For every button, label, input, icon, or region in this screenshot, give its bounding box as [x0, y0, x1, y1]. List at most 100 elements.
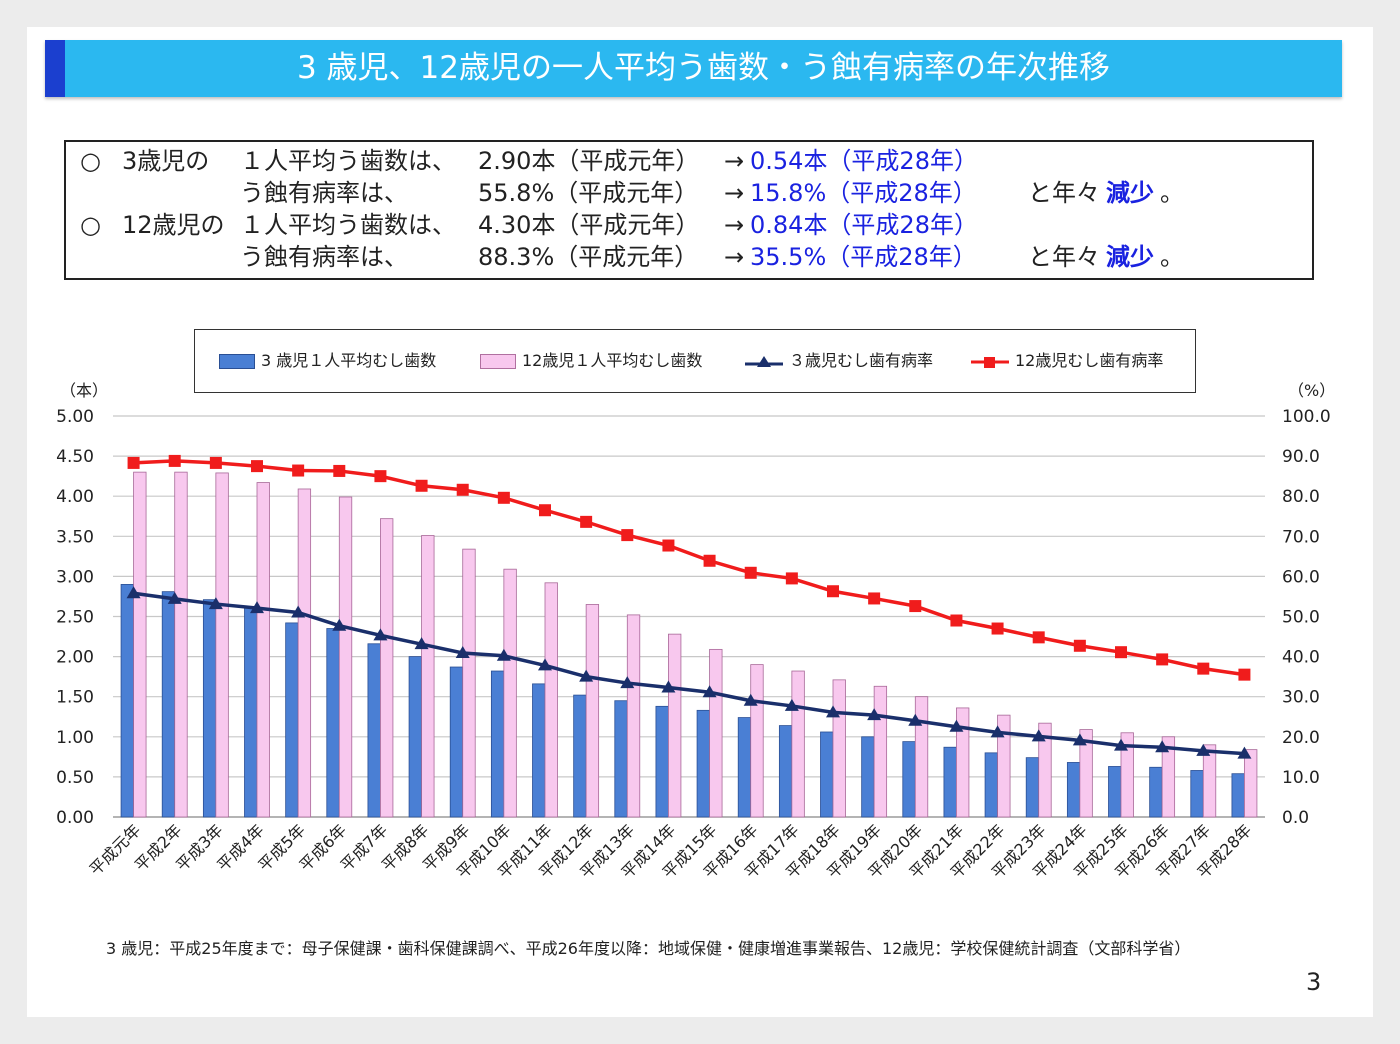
point-12yo-rate	[1197, 662, 1210, 675]
point-3yo-rate	[1031, 729, 1046, 742]
bar-12yo-count	[462, 548, 476, 818]
summary-row: ○ 12歳児の １人平均う歯数は、 4.30本（平成元年） → 0.84本（平成28年）	[66, 209, 1312, 241]
right-tick-label: 10.0	[1282, 768, 1320, 788]
chart-legend: 3 歳児１人平均むし歯数 12歳児１人平均むし歯数 ３歳児むし歯有病率 12歳児…	[194, 329, 1196, 393]
summary-label: う蝕有病率は、	[240, 243, 408, 271]
bar-12yo-count	[1079, 729, 1093, 818]
page-number: 3	[1306, 968, 1322, 996]
summary-to: 0.84本（平成28年）	[750, 211, 978, 239]
bar-3yo-count	[1149, 766, 1163, 818]
legend-label: 12歳児むし歯有病率	[1015, 351, 1164, 370]
legend-label: 12歳児１人平均むし歯数	[522, 351, 703, 370]
bar-12yo-count	[1244, 749, 1258, 818]
bar-12yo-count	[338, 496, 353, 818]
bar-3yo-count	[367, 643, 381, 818]
bar-3yo-count	[326, 628, 340, 818]
point-3yo-rate	[291, 605, 306, 618]
bar-3yo-count	[984, 752, 998, 818]
point-12yo-rate	[1156, 653, 1169, 666]
point-12yo-rate	[827, 585, 839, 598]
point-3yo-rate	[455, 645, 470, 658]
point-12yo-rate	[415, 479, 428, 492]
line-3yo-rate	[133, 591, 1245, 756]
source-note: 3 歳児：平成25年度まで：母子保健課・歯科保健課調べ、平成26年度以降：地域保…	[106, 939, 1191, 958]
summary-bullet: ○	[80, 147, 101, 175]
right-tick-label: 80.0	[1282, 487, 1320, 507]
legend-item-3yo-count: 3 歳児１人平均むし歯数	[219, 350, 436, 372]
right-tick-label: 70.0	[1282, 527, 1320, 547]
bar-12yo-count	[668, 633, 682, 818]
right-tick-label: 40.0	[1282, 648, 1320, 668]
bar-12yo-count	[914, 696, 929, 818]
point-12yo-rate	[950, 614, 963, 627]
bar-12yo-count	[1202, 744, 1217, 818]
bar-3yo-count	[490, 670, 505, 818]
bar-3yo-count	[532, 683, 546, 818]
point-3yo-rate	[208, 597, 223, 610]
point-3yo-rate	[414, 637, 429, 650]
bar-12yo-count	[1120, 732, 1134, 818]
legend-square-marker	[971, 356, 1009, 368]
point-3yo-rate	[538, 658, 552, 671]
point-3yo-rate	[1237, 746, 1252, 759]
bar-12yo-count	[832, 679, 846, 818]
bar-3yo-count	[820, 731, 834, 818]
summary-end: 。	[1160, 179, 1184, 207]
bar-12yo-count	[256, 482, 270, 818]
bar-12yo-count	[997, 714, 1011, 818]
summary-box: ○ 3歳児の １人平均う歯数は、 2.90本（平成元年） → 0.54本（平成28年） う蝕…	[64, 140, 1314, 280]
summary-label: １人平均う歯数は、	[240, 147, 456, 175]
point-3yo-rate	[250, 601, 264, 614]
summary-label: う蝕有病率は、	[240, 179, 408, 207]
left-tick-label: 3.50	[56, 527, 94, 547]
bar-3yo-count	[696, 709, 710, 818]
left-tick-label: 4.00	[56, 487, 94, 507]
bar-3yo-count	[244, 606, 258, 818]
summary-emph: 減少	[1106, 179, 1154, 207]
bar-3yo-count	[1190, 770, 1204, 818]
bar-12yo-count	[1161, 736, 1176, 818]
point-12yo-rate	[868, 592, 881, 605]
bar-3yo-count	[202, 599, 217, 818]
bar-3yo-count	[1025, 757, 1040, 818]
point-12yo-rate	[744, 566, 757, 579]
point-12yo-rate	[374, 470, 387, 483]
point-12yo-rate	[333, 464, 346, 477]
right-axis-unit: （%）	[1288, 381, 1336, 400]
left-tick-label: 1.50	[56, 688, 94, 708]
bar-12yo-count	[133, 471, 147, 818]
legend-triangle-marker	[745, 355, 783, 367]
point-3yo-rate	[990, 725, 1005, 738]
bar-12yo-count	[174, 471, 188, 818]
bar-12yo-count	[956, 707, 970, 818]
left-tick-label: 5.00	[56, 407, 94, 427]
title-bar: 3 歳児、12歳児の一人平均う歯数・う蝕有病率の年次推移	[45, 40, 1342, 97]
right-tick-label: 20.0	[1282, 728, 1320, 748]
bar-12yo-count	[503, 568, 517, 818]
bar-3yo-count	[1108, 766, 1122, 818]
legend-item-3yo-rate: ３歳児むし歯有病率	[745, 350, 933, 372]
point-3yo-rate	[1114, 738, 1128, 751]
summary-arrow: →	[724, 179, 745, 207]
point-12yo-rate	[662, 539, 675, 552]
right-tick-label: 50.0	[1282, 608, 1320, 628]
x-tick-label: 平成元年	[86, 820, 145, 879]
summary-from: 55.8%（平成元年）	[478, 179, 699, 207]
bar-3yo-count	[285, 622, 299, 818]
point-12yo-rate	[497, 491, 510, 504]
bar-3yo-count	[1231, 773, 1245, 818]
point-12yo-rate	[785, 572, 798, 585]
summary-to: 35.5%（平成28年）	[750, 243, 977, 271]
page-title: 3 歳児、12歳児の一人平均う歯数・う蝕有病率の年次推移	[296, 50, 1111, 86]
title-accent	[45, 40, 65, 97]
bar-3yo-count	[1066, 762, 1081, 818]
bar-12yo-count	[421, 535, 435, 818]
bar-12yo-count	[297, 488, 312, 818]
left-tick-label: 0.00	[56, 808, 94, 828]
left-tick-label: 2.50	[56, 608, 94, 628]
point-3yo-rate	[167, 591, 182, 604]
slide	[27, 27, 1373, 1017]
point-12yo-rate	[251, 460, 263, 473]
legend-label: 3 歳児１人平均むし歯数	[261, 351, 437, 370]
